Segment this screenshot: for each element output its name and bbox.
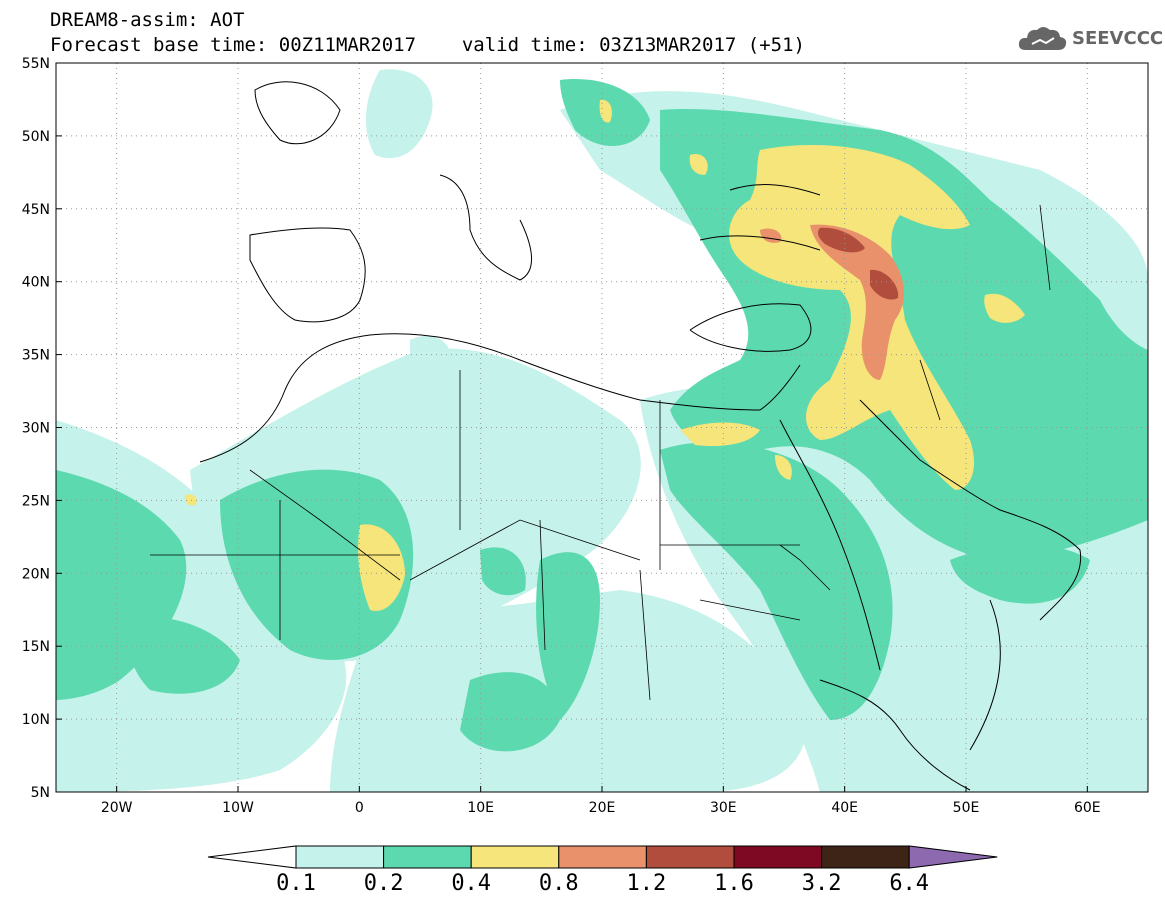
colorbar-label: 0.1 — [276, 871, 316, 896]
colorbar-overflow-arrow — [908, 845, 998, 869]
colorbar-label: 6.4 — [889, 871, 929, 896]
latitude-axis: 55N 50N 45N 40N 35N 30N 25N 20N 15N 10N 5N — [22, 56, 62, 801]
forecast-times: Forecast base time: 00Z11MAR2017 valid t… — [50, 34, 805, 56]
lon-tick-label: 60E — [1074, 800, 1101, 816]
lat-tick-label: 45N — [22, 202, 50, 218]
colorbar-swatch — [821, 845, 910, 869]
cloud-icon — [1018, 27, 1067, 50]
country-borders — [150, 204, 1051, 701]
lon-tick-label: 40E — [831, 800, 858, 816]
colorbar-label: 3.2 — [802, 871, 842, 896]
colorbar-swatch — [733, 845, 823, 869]
aot-band-1-2 — [817, 227, 899, 300]
lat-tick-label: 25N — [22, 493, 50, 509]
colorbar-swatch — [383, 845, 472, 869]
lat-tick-label: 40N — [22, 275, 50, 291]
graticule — [56, 63, 1148, 792]
colorbar-swatch — [295, 845, 385, 869]
colorbar-swatch — [645, 845, 735, 869]
longitude-axis: 20W 10W 0 10E 20E 30E 40E 50E 60E — [101, 786, 1101, 816]
logo-text: SEEVCCC — [1072, 28, 1164, 49]
colorbar-label: 0.4 — [451, 871, 491, 896]
lat-tick-label: 15N — [22, 639, 50, 655]
map-title: DREAM8-assim: AOT — [50, 9, 245, 31]
lat-tick-label: 35N — [22, 348, 50, 364]
colorbar-label: 1.6 — [714, 871, 754, 896]
colorbar-swatch — [558, 845, 647, 869]
aot-band-0-4 — [184, 99, 1025, 611]
lat-tick-label: 30N — [22, 421, 50, 437]
lat-tick-label: 5N — [31, 785, 50, 801]
forecast-base-time: Forecast base time: 00Z11MAR2017 — [50, 34, 417, 56]
lat-tick-label: 50N — [22, 129, 50, 145]
colorbar-label: 1.2 — [627, 871, 667, 896]
lat-tick-label: 10N — [22, 712, 50, 728]
lon-tick-label: 30E — [710, 800, 737, 816]
colorbar-underflow-arrow — [207, 845, 297, 869]
colorbar-swatch — [470, 845, 560, 869]
colorbar: 0.1 0.2 0.4 0.8 1.2 1.6 3.2 6.4 — [207, 845, 998, 896]
lon-tick-label: 50E — [953, 800, 980, 816]
lon-tick-label: 10W — [222, 800, 254, 816]
colorbar-label: 0.8 — [539, 871, 579, 896]
seevccc-logo: SEEVCCC — [1018, 24, 1163, 56]
coastlines — [199, 81, 1082, 791]
colorbar-label: 0.2 — [364, 871, 404, 896]
lon-tick-label: 0 — [355, 800, 364, 816]
valid-time: valid time: 03Z13MAR2017 (+51) — [461, 34, 805, 56]
lon-tick-label: 20E — [589, 800, 616, 816]
lon-tick-label: 20W — [101, 800, 133, 816]
lat-tick-label: 55N — [22, 56, 50, 72]
lon-tick-label: 10E — [467, 800, 494, 816]
lat-tick-label: 20N — [22, 566, 50, 582]
